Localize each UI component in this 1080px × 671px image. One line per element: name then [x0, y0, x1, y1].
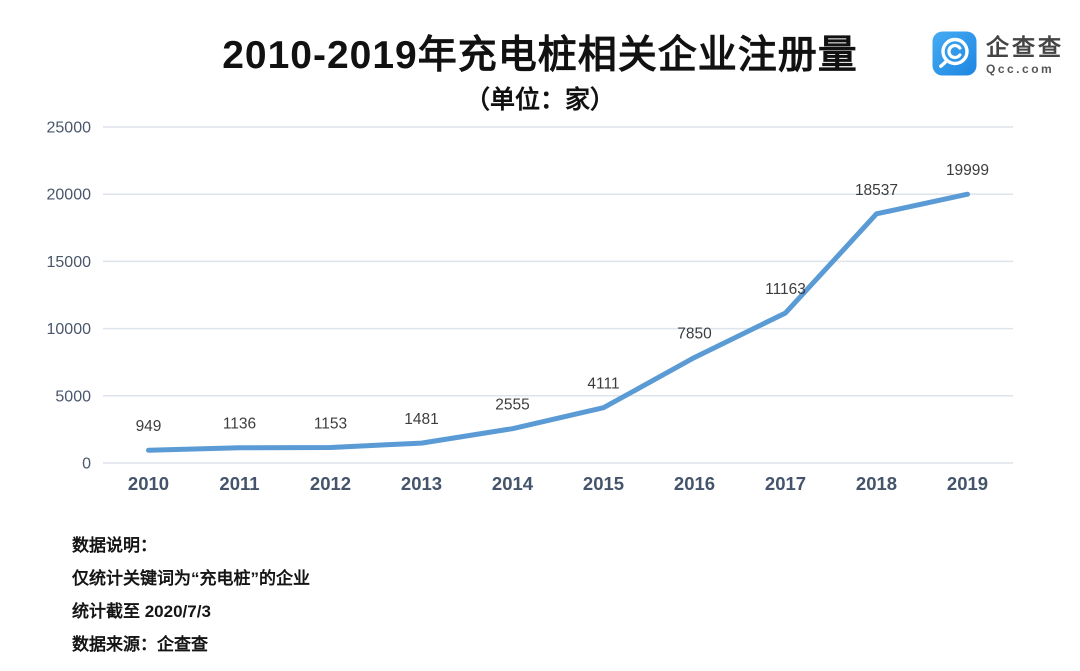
data-point-label: 4111 — [587, 376, 619, 393]
x-axis-tick-label: 2015 — [583, 473, 624, 494]
page-title: 2010-2019年充电桩相关企业注册量 — [222, 34, 858, 77]
line-chart: 0 5000 10000 15000 20000 25000 2010 2011 2012 201… — [47, 120, 1013, 494]
data-point-label: 1136 — [223, 416, 256, 433]
x-axis-tick-label: 2011 — [219, 473, 259, 494]
y-axis-tick-label: 15000 — [47, 254, 92, 271]
note-line: 仅统计关键词为“充电桩”的企业 — [72, 569, 310, 588]
x-axis-tick-label: 2017 — [765, 473, 806, 494]
chart-unit-label: （单位：家） — [464, 86, 615, 114]
x-axis-tick-label: 2019 — [947, 473, 988, 494]
y-axis-tick-label: 0 — [82, 456, 91, 473]
qcc-logo-icon — [932, 31, 977, 76]
x-axis-tick-label: 2016 — [674, 473, 715, 494]
x-axis-tick-label: 2018 — [856, 473, 897, 494]
x-axis-tick-label: 2012 — [310, 473, 351, 494]
data-point-label: 1481 — [404, 411, 438, 428]
data-line-series — [146, 191, 970, 453]
y-axis-tick-label: 25000 — [47, 120, 92, 137]
x-axis-tick-label: 2010 — [128, 473, 169, 494]
data-point-label: 19999 — [946, 162, 989, 179]
data-point-label: 18537 — [855, 182, 898, 199]
qcc-logo: 企查查 Qcc.com — [932, 31, 1064, 76]
data-point-label: 11163 — [765, 281, 806, 298]
logo-domain: Qcc.com — [986, 62, 1055, 76]
data-point-label: 7850 — [677, 325, 712, 342]
note-line: 统计截至 2020/7/3 — [72, 602, 211, 621]
data-point-label: 1153 — [314, 416, 347, 433]
data-notes: 数据说明： 仅统计关键词为“充电桩”的企业 统计截至 2020/7/3 数据来源：企查… — [72, 529, 310, 661]
qcc-logo-text: 企查查 Qcc.com — [986, 31, 1064, 76]
y-axis-tick-label: 10000 — [47, 321, 92, 338]
note-line: 数据说明： — [72, 536, 157, 555]
y-axis-tick-label: 20000 — [47, 187, 92, 204]
y-axis-tick-label: 5000 — [55, 388, 91, 405]
data-point-label: 949 — [136, 418, 162, 435]
note-line: 数据来源：企查查 — [72, 635, 208, 654]
data-point-label: 2555 — [495, 397, 529, 414]
x-axis-tick-label: 2014 — [492, 473, 534, 494]
logo-name: 企查查 — [986, 34, 1064, 60]
x-axis-tick-label: 2013 — [401, 473, 442, 494]
